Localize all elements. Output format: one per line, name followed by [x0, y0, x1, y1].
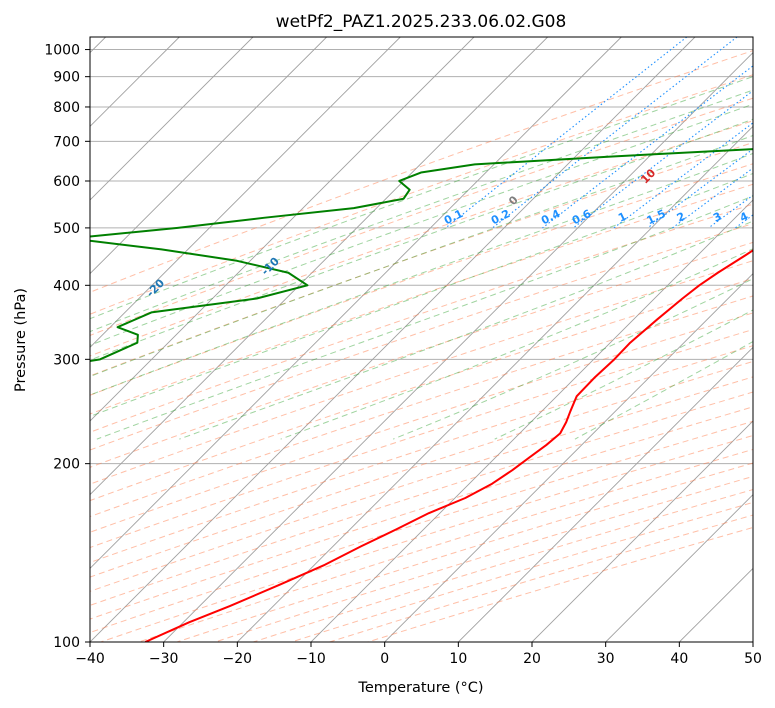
isotherm-gridline-17 — [531, 420, 753, 642]
moist-adiabat-11 — [494, 309, 753, 440]
isotherm-gridline-12 — [163, 52, 753, 642]
x-tick-label-0: −40 — [75, 651, 105, 667]
isotherm-gridline-16 — [458, 346, 753, 642]
dry-adiabat-10 — [90, 260, 753, 485]
isotherm-gridline-14 — [310, 199, 753, 642]
y-tick-label-0: 100 — [53, 635, 80, 651]
x-tick-label-2: −20 — [223, 651, 253, 667]
isotherm-gridline-5 — [90, 37, 254, 201]
chart-title: wetPf2_PAZ1.2025.233.06.02.G08 — [276, 12, 567, 32]
dry-adiabat-0 — [90, 50, 753, 293]
x-tick-label-7: 30 — [597, 651, 615, 667]
moist-adiabat-3 — [90, 118, 753, 361]
temperature-profile-line — [144, 249, 753, 642]
dry-adiabat-12 — [90, 295, 753, 518]
dry-adiabat-26 — [291, 501, 753, 642]
isotherm-gridline-9 — [90, 37, 548, 496]
axes: −40 −30 −20 −10 0 10 20 30 40 50 100 200 300 400 500 60… — [44, 43, 762, 667]
plot-area — [90, 37, 753, 642]
y-tick-label-2: 300 — [53, 352, 80, 368]
mixing-ratio-line-6 — [672, 167, 753, 229]
mixing-ratio-line-2 — [542, 65, 753, 229]
isotherm-gridline-6 — [90, 37, 327, 275]
dry-adiabat-11 — [90, 278, 753, 502]
mixing-ratio-line-1 — [492, 37, 738, 229]
x-tick-label-9: 50 — [744, 651, 762, 667]
y-tick-label-5: 600 — [53, 174, 80, 190]
dry-adiabat-27 — [329, 514, 753, 642]
moist-adiabat-2 — [90, 103, 753, 346]
isotherm-gridline-18 — [605, 494, 753, 642]
isotherm-gridline-13 — [237, 125, 753, 642]
dry-adiabat-18 — [90, 391, 753, 606]
dry-adiabat-14 — [90, 328, 753, 549]
moist-adiabat-0 — [90, 76, 753, 320]
y-tick-label-6: 700 — [53, 134, 80, 150]
dry-adiabat-16 — [90, 360, 753, 578]
dry-adiabat-3 — [90, 120, 753, 357]
y-tick-label-9: 1000 — [44, 43, 80, 59]
mixing-ratio-line-3 — [572, 90, 753, 229]
x-axis-title: Temperature (°C) — [357, 680, 483, 696]
dewpoint-profile-line — [90, 148, 753, 363]
moist-adiabat-5 — [90, 152, 753, 396]
plot-frame — [89, 36, 754, 643]
dry-adiabat-28 — [367, 526, 753, 642]
isotherm-gridline-7 — [90, 37, 401, 348]
x-tick-label-8: 40 — [670, 651, 688, 667]
y-tick-label-1: 200 — [53, 457, 80, 473]
y-tick-label-3: 400 — [53, 278, 80, 294]
moist-adiabat-1 — [90, 89, 753, 333]
moist-adiabat-9 — [280, 248, 753, 440]
isotherm-gridline-10 — [90, 37, 622, 569]
dry-adiabat-19 — [90, 406, 753, 620]
x-tick-label-1: −30 — [149, 651, 179, 667]
dry-adiabat-17 — [90, 376, 753, 592]
dry-adiabat-20 — [90, 420, 753, 634]
isotherm-gridline-8 — [90, 37, 475, 422]
y-tick-label-8: 900 — [53, 70, 80, 86]
x-tick-label-4: 0 — [380, 651, 389, 667]
isotherm-gridline-15 — [384, 273, 753, 642]
dry-adiabat-13 — [90, 312, 753, 533]
y-tick-label-7: 800 — [53, 100, 80, 116]
y-tick-label-4: 500 — [53, 221, 80, 237]
x-tick-label-5: 10 — [449, 651, 467, 667]
moist-adiabat-4 — [90, 134, 753, 377]
dry-adiabat-21 — [100, 434, 753, 642]
x-tick-label-3: −10 — [296, 651, 326, 667]
x-tick-label-6: 20 — [523, 651, 541, 667]
isotherm-gridline-11 — [90, 37, 696, 642]
moist-adiabat-6 — [90, 172, 753, 417]
y-axis-title: Pressure (hPa) — [13, 288, 29, 392]
